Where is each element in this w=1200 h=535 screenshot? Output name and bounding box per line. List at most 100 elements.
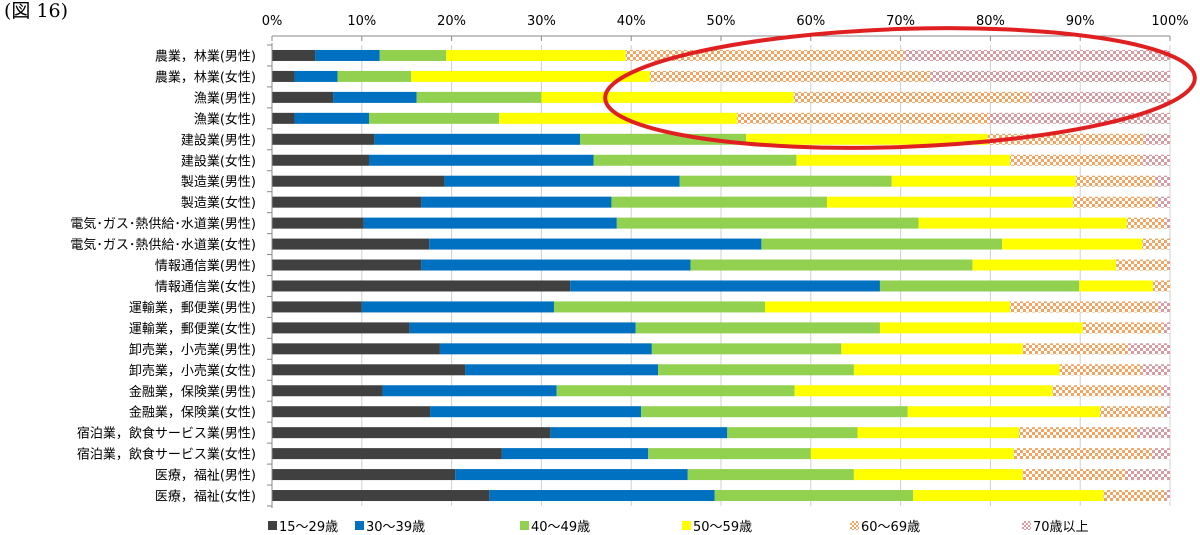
bar-row <box>272 217 1170 229</box>
bar-segment <box>1142 154 1170 166</box>
bar-segment <box>625 49 905 61</box>
legend-item: 60〜69歳 <box>850 516 920 535</box>
bar-segment <box>1002 238 1143 250</box>
bar-segment <box>1161 385 1170 397</box>
bar-segment <box>430 406 642 418</box>
bar-segment <box>294 112 369 124</box>
bar-segment <box>727 427 858 439</box>
bar-segment <box>439 343 652 355</box>
bar-segment <box>972 259 1117 271</box>
bar-segment <box>272 259 422 271</box>
bar-segment <box>368 154 594 166</box>
category-label: 電気･ガス･熱供給･水道業(女性) <box>70 237 256 253</box>
category-label: 医療，福祉(男性) <box>155 469 256 484</box>
legend-swatch <box>850 521 859 530</box>
bar-segment <box>553 301 766 313</box>
bar-segment <box>1152 448 1170 460</box>
bar-segment <box>272 469 456 481</box>
bar-segment <box>796 154 1011 166</box>
bar-segment <box>1155 196 1170 208</box>
bar-segment <box>1162 322 1170 334</box>
bar-row <box>272 280 1170 292</box>
bar-segment <box>382 385 557 397</box>
bar-row <box>272 70 1170 82</box>
bar-segment <box>499 112 738 124</box>
category-label: 建設業(女性) <box>181 153 256 169</box>
x-tick-label: 90% <box>1066 14 1095 29</box>
annotations <box>603 26 1197 150</box>
bar-segment <box>690 259 973 271</box>
bar-row <box>272 490 1170 502</box>
bar-segment <box>1126 217 1166 229</box>
bar-segment <box>737 112 989 124</box>
bar-segment <box>1158 301 1170 313</box>
bar-segment <box>272 406 431 418</box>
category-label: 運輸業，郵便業(男性) <box>129 300 256 316</box>
bar-segment <box>556 385 795 397</box>
bar-segment <box>272 91 334 103</box>
bar-row <box>272 364 1170 376</box>
bar-segment <box>489 490 715 502</box>
bar-segment <box>272 490 490 502</box>
bar-segment <box>272 448 502 460</box>
bar-segment <box>1103 490 1166 502</box>
bar-row <box>272 427 1170 439</box>
bar-segment <box>272 112 295 124</box>
legend: 15〜29歳 30〜39歳 40〜49歳 50〜59歳 60〜69歳 70歳以上 <box>0 516 1200 535</box>
x-tick-label: 30% <box>527 14 556 29</box>
bar-segment <box>761 238 1003 250</box>
bar-segment <box>658 364 854 376</box>
bar-segment <box>1155 175 1170 187</box>
bar-segment <box>641 406 908 418</box>
bar-segment <box>1082 322 1163 334</box>
bar-segment <box>1125 469 1170 481</box>
bar-segment <box>918 217 1127 229</box>
bar-segment <box>272 217 364 229</box>
bar-segment <box>272 154 369 166</box>
bar-segment <box>444 175 680 187</box>
bar-row <box>272 175 1170 187</box>
bar-row <box>272 49 1170 61</box>
bar-segment <box>1099 406 1165 418</box>
bar-segment <box>1164 406 1170 418</box>
bar-segment <box>826 196 1074 208</box>
category-label: 漁業(男性) <box>194 90 256 106</box>
category-label: 電気･ガス･熱供給･水道業(男性) <box>70 216 256 232</box>
bar-segment <box>272 196 422 208</box>
x-tick-label: 60% <box>796 14 825 29</box>
bar-row <box>272 385 1170 397</box>
category-labels: 農業，林業(男性) 農業，林業(女性) 漁業(男性) 漁業(女性) 建設業(男性) 建設業… <box>70 48 256 504</box>
bar-segment <box>1013 448 1153 460</box>
bar-segment <box>841 343 1023 355</box>
bar-segment <box>904 49 1170 61</box>
legend-label: 40〜49歳 <box>531 520 591 535</box>
legend-item: 15〜29歳 <box>268 516 338 535</box>
bar-segment <box>853 364 1060 376</box>
category-label: 農業，林業(男性) <box>155 48 256 64</box>
bar-segment <box>879 322 1083 334</box>
bar-segment <box>455 469 688 481</box>
category-label: 運輸業，郵便業(女性) <box>129 321 256 337</box>
bar-segment <box>541 91 794 103</box>
bar-segment <box>650 70 931 82</box>
legend-swatch <box>682 521 691 530</box>
bar-segment <box>315 49 380 61</box>
bar-row <box>272 406 1170 418</box>
legend-item: 70歳以上 <box>1022 516 1089 535</box>
bar-segment <box>648 448 811 460</box>
bar-segment <box>409 322 636 334</box>
bar-segment <box>272 280 571 292</box>
bar-segment <box>465 364 659 376</box>
bar-row <box>272 259 1170 271</box>
legend-item: 40〜49歳 <box>520 516 590 535</box>
bar-segment <box>1127 343 1170 355</box>
bar-row <box>272 238 1170 250</box>
category-label: 製造業(女性) <box>181 195 256 211</box>
x-tick-label: 100% <box>1151 14 1188 29</box>
bar-segment <box>363 217 617 229</box>
stacked-bar-chart: 農業，林業(男性) 農業，林業(女性) 漁業(男性) 漁業(女性) 建設業(男性) 建設業… <box>70 14 1197 508</box>
bar-segment <box>611 196 827 208</box>
bar-segment <box>416 91 542 103</box>
x-tick-label: 0% <box>262 14 283 29</box>
bar-segment <box>272 343 440 355</box>
